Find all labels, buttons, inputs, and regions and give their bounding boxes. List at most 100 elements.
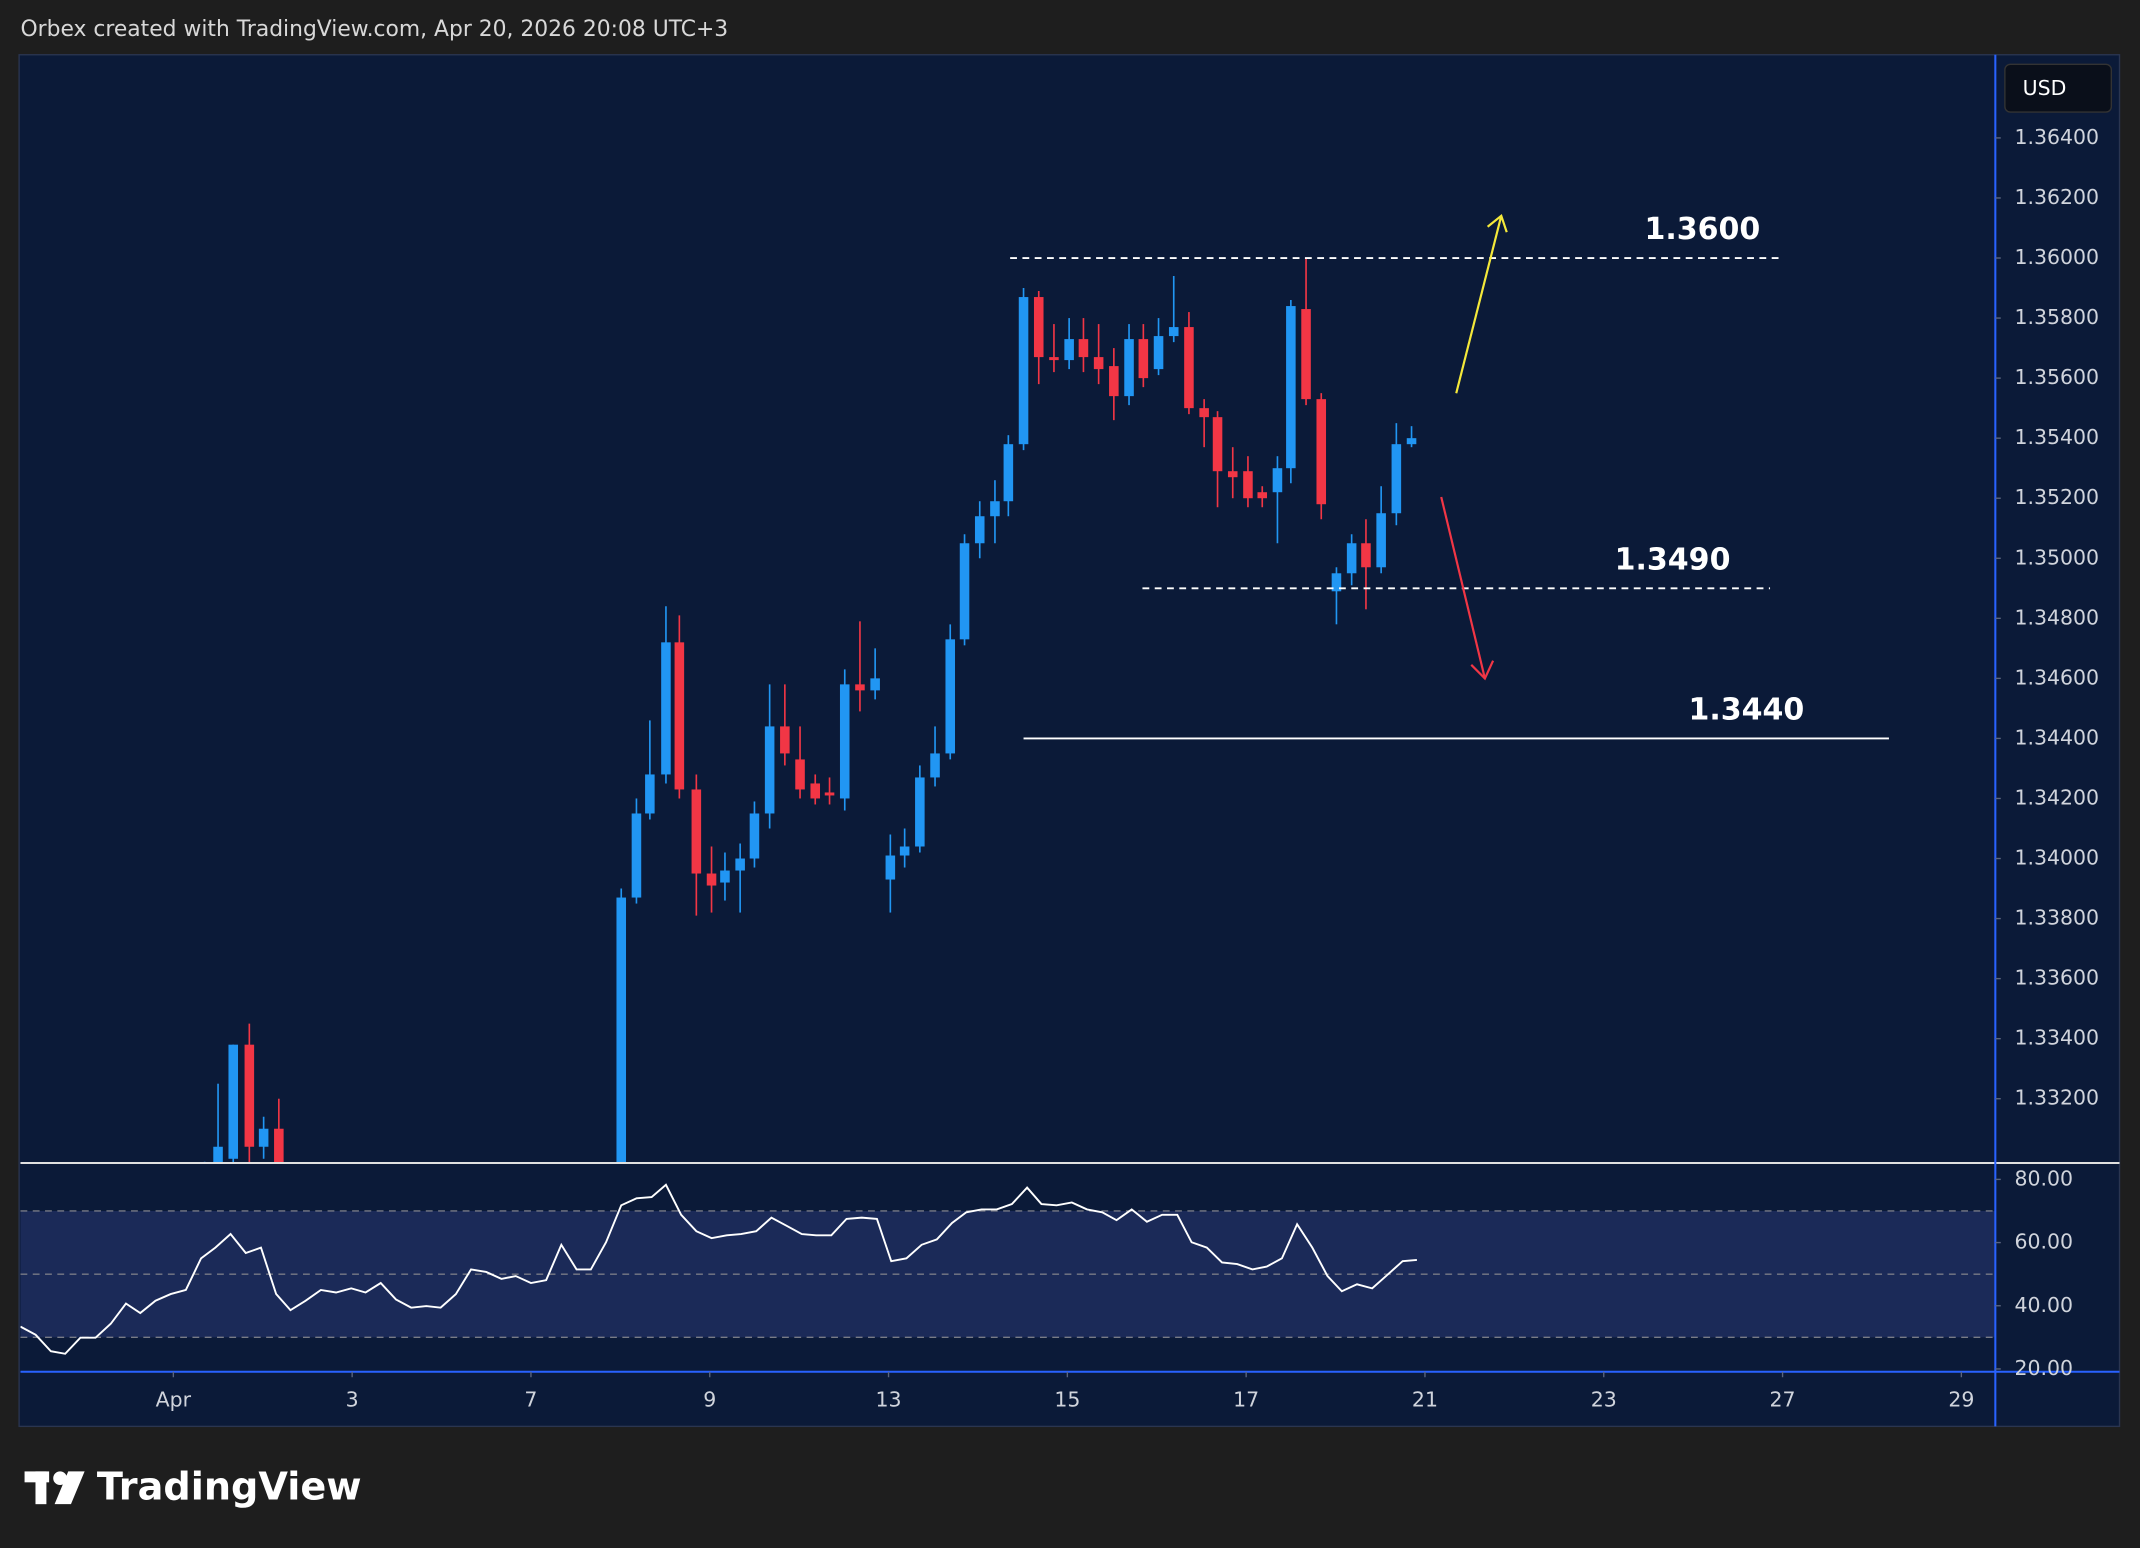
candle-body: [1093, 357, 1104, 370]
y-tick-label: 1.34000: [2014, 846, 2099, 870]
y-tick-label: 1.35800: [2014, 305, 2099, 329]
currency-label: USD: [2023, 76, 2067, 100]
y-tick-label: 1.33800: [2014, 906, 2099, 930]
candle-body: [1064, 339, 1074, 361]
candle-body: [839, 684, 850, 799]
y-tick-label: 1.35400: [2014, 425, 2099, 449]
candle-body: [1361, 543, 1371, 568]
candle-body: [1212, 417, 1223, 472]
y-tick-label: 1.34200: [2014, 785, 2099, 809]
x-tick-label: 13: [876, 1387, 902, 1411]
candle-body: [795, 759, 805, 790]
y-tick-label: 1.34400: [2014, 725, 2099, 749]
y-tick-label: 1.34800: [2014, 605, 2099, 629]
candle-body: [855, 684, 865, 691]
candle-body: [258, 1128, 269, 1147]
candle-body: [1257, 492, 1268, 499]
candle-body: [870, 678, 880, 691]
candle-body: [1078, 339, 1089, 358]
x-tick-label: 9: [703, 1387, 716, 1411]
candle-body: [1346, 543, 1357, 574]
y-tick-label: 1.35200: [2014, 485, 2099, 509]
candle-body: [213, 1146, 223, 1163]
down-arrow: [1440, 496, 1486, 679]
y-tick-label: 1.34600: [2014, 665, 2099, 689]
candle-body: [974, 516, 985, 544]
candle-body: [616, 897, 627, 1163]
header-text: Orbex created with TradingView.com, Apr …: [20, 17, 728, 42]
candle-body: [945, 639, 956, 754]
y-tick-label: 1.33400: [2014, 1026, 2099, 1050]
rsi-tick-label: 40.00: [2014, 1293, 2073, 1317]
candle-body: [824, 792, 835, 796]
y-tick-label: 1.36000: [2014, 245, 2099, 269]
up-arrow: [1455, 215, 1503, 394]
x-tick-label: 21: [1412, 1387, 1438, 1411]
x-tick-label: 3: [346, 1387, 359, 1411]
candle-body: [810, 783, 821, 799]
y-tick-label: 1.36200: [2014, 185, 2099, 209]
candle-body: [1199, 408, 1209, 418]
x-tick-label: 7: [524, 1387, 537, 1411]
candle-body: [930, 753, 940, 778]
candle-body: [244, 1044, 255, 1147]
candle-body: [1272, 468, 1283, 493]
candle-body: [1153, 336, 1164, 370]
candle-body: [990, 501, 1000, 517]
candle-body: [1331, 573, 1342, 592]
candle-body: [899, 846, 910, 856]
candle-body: [735, 858, 745, 871]
candle-body: [1003, 444, 1014, 502]
candle-body: [959, 543, 970, 640]
candle-body: [1406, 438, 1417, 445]
x-tick-label: 23: [1591, 1387, 1617, 1411]
candle-body: [1243, 471, 1253, 499]
rsi-tick-label: 60.00: [2014, 1230, 2073, 1254]
candle-body: [1227, 471, 1238, 478]
candle-body: [1301, 309, 1311, 400]
candle-body: [764, 726, 775, 814]
rsi-tick-label: 80.00: [2014, 1166, 2073, 1190]
currency-box[interactable]: [2004, 63, 2113, 113]
y-tick-label: 1.36400: [2014, 125, 2099, 149]
level-label: 1.3490: [1615, 542, 1731, 577]
x-tick-label: Apr: [156, 1387, 192, 1411]
y-tick-label: 1.35600: [2014, 365, 2099, 389]
candle-body: [1138, 339, 1149, 379]
x-tick-label: 17: [1233, 1387, 1259, 1411]
y-tick-label: 1.35000: [2014, 545, 2099, 569]
candle-body: [645, 774, 655, 814]
rsi-line: [20, 1183, 1417, 1355]
candle-body: [1316, 399, 1327, 505]
candle-body: [915, 777, 925, 847]
rsi-tick-label: 20.00: [2014, 1356, 2073, 1380]
candle-body: [780, 726, 790, 754]
brand-name: TradingView: [97, 1466, 362, 1510]
level-label: 1.3440: [1688, 693, 1804, 728]
candle-body: [1109, 366, 1119, 397]
candle-body: [720, 870, 730, 883]
y-tick-label: 1.33600: [2014, 966, 2099, 990]
candle-body: [1018, 297, 1029, 445]
candle-body: [749, 813, 760, 859]
candle-body: [674, 642, 685, 790]
y-tick-label: 1.33200: [2014, 1086, 2099, 1110]
candle-body: [1286, 306, 1296, 469]
candle-body: [661, 642, 671, 775]
x-tick-label: 27: [1770, 1387, 1796, 1411]
brand-logo: [24, 1471, 85, 1505]
candle-body: [1033, 297, 1044, 358]
up-arrow-head: [1486, 213, 1508, 233]
candle-body: [1168, 327, 1179, 337]
candle-body: [1049, 357, 1059, 361]
level-label: 1.3600: [1644, 212, 1760, 247]
candle-body: [885, 855, 896, 880]
chart-area: [18, 54, 2121, 1428]
candle-body: [691, 789, 702, 874]
x-tick-label: 15: [1054, 1387, 1080, 1411]
candle-body: [631, 813, 642, 898]
candle-body: [1391, 444, 1402, 514]
candle-body: [1124, 339, 1134, 397]
